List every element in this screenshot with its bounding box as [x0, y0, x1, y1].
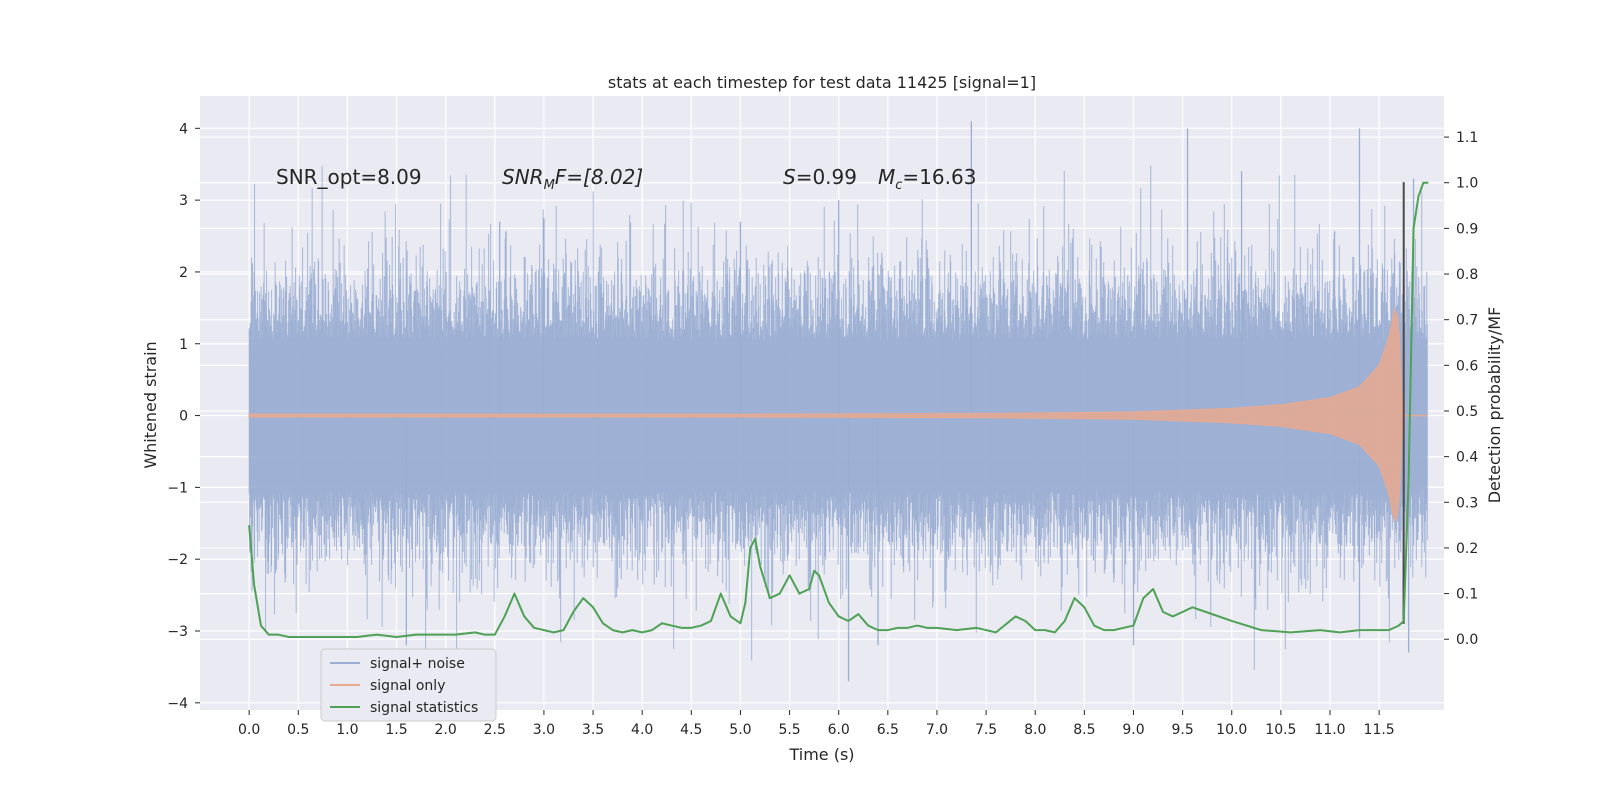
x-tick-label: 11.5 — [1364, 722, 1395, 738]
y-right-tick-label: 0.6 — [1456, 358, 1478, 374]
y-right-tick-label: 0.0 — [1456, 632, 1478, 648]
y-right-tick-label: 0.2 — [1456, 541, 1478, 557]
x-tick-label: 9.0 — [1122, 722, 1144, 738]
x-tick-label: 8.0 — [1024, 722, 1046, 738]
x-tick-label: 10.5 — [1265, 722, 1296, 738]
y-right-tick-label: 0.9 — [1456, 221, 1478, 237]
x-tick-label: 6.0 — [828, 722, 850, 738]
x-tick-label: 10.0 — [1216, 722, 1247, 738]
y-left-tick-label: 4 — [179, 121, 188, 137]
y-left-tick-label: 3 — [179, 193, 188, 209]
legend-label-noise: signal+ noise — [370, 656, 465, 672]
y-left-tick-label: −3 — [167, 624, 188, 640]
x-tick-label: 2.0 — [435, 722, 457, 738]
x-tick-label: 6.5 — [877, 722, 899, 738]
x-tick-label: 3.5 — [582, 722, 604, 738]
y-left-tick-label: 0 — [179, 409, 188, 425]
x-tick-label: 1.0 — [336, 722, 358, 738]
y-right-tick-label: 1.1 — [1456, 130, 1478, 146]
legend: signal+ noise signal only signal statist… — [320, 648, 497, 722]
x-tick-label: 2.5 — [484, 722, 506, 738]
x-tick-label: 8.5 — [1073, 722, 1095, 738]
y-left-tick-label: 1 — [179, 337, 188, 353]
x-tick-label: 7.0 — [926, 722, 948, 738]
signal-envelope — [248, 308, 1404, 523]
x-tick-label: 9.5 — [1171, 722, 1193, 738]
y-axis-label-right: Detection probability/MF — [1485, 307, 1504, 504]
y-right-tick-label: 0.7 — [1456, 313, 1478, 329]
y-right-tick-label: 0.8 — [1456, 267, 1478, 283]
x-tick-label: 11.0 — [1314, 722, 1345, 738]
legend-label-stats: signal statistics — [370, 700, 478, 716]
y-left-tick-label: 2 — [179, 265, 188, 281]
y-axis-left: 4 3 2 1 0 −1 −2 −3 −4 — [167, 121, 200, 712]
y-right-tick-label: 0.3 — [1456, 495, 1478, 511]
x-tick-label: 3.0 — [533, 722, 555, 738]
annotation-snr-mf: SNRMF=[8.02] — [502, 165, 643, 193]
y-left-tick-label: −2 — [167, 552, 188, 568]
chart-title: stats at each timestep for test data 114… — [608, 73, 1036, 92]
signal-only-series — [248, 308, 1428, 523]
legend-box — [320, 648, 497, 722]
x-tick-label: 4.5 — [680, 722, 702, 738]
y-left-tick-label: −4 — [167, 696, 188, 712]
y-axis-right: 1.1 1.0 0.9 0.8 0.7 0.6 0.5 0.4 0.3 0.2 0.1 0.0 — [1444, 130, 1478, 648]
annotation-snr-opt: SNR_opt=8.09 — [276, 165, 422, 189]
legend-label-signal: signal only — [370, 678, 445, 694]
y-right-tick-label: 0.5 — [1456, 404, 1478, 420]
x-tick-label: 0.5 — [287, 722, 309, 738]
y-right-tick-label: 1.0 — [1456, 176, 1478, 192]
y-left-tick-label: −1 — [167, 480, 188, 496]
x-tick-label: 7.5 — [975, 722, 997, 738]
y-right-tick-label: 0.1 — [1456, 587, 1478, 603]
y-axis-label-left: Whitened strain — [141, 341, 160, 468]
annotation-s: S=0.99 — [783, 165, 857, 189]
x-axis-label: Time (s) — [788, 745, 854, 764]
x-tick-label: 0.0 — [238, 722, 260, 738]
signal-statistics-series — [248, 181, 1429, 638]
annotation-mc: Mc=16.63 — [878, 165, 976, 193]
statistics-line — [248, 181, 1429, 638]
x-tick-label: 1.5 — [385, 722, 407, 738]
x-tick-label: 5.0 — [729, 722, 751, 738]
x-axis: 0.0 0.5 1.0 1.5 2.0 2.5 3.0 3.5 4.0 4.5 5.0 5.5 6.0 6… — [238, 710, 1395, 738]
y-right-tick-label: 0.4 — [1456, 450, 1478, 466]
x-tick-label: 5.5 — [778, 722, 800, 738]
x-tick-label: 4.0 — [631, 722, 653, 738]
